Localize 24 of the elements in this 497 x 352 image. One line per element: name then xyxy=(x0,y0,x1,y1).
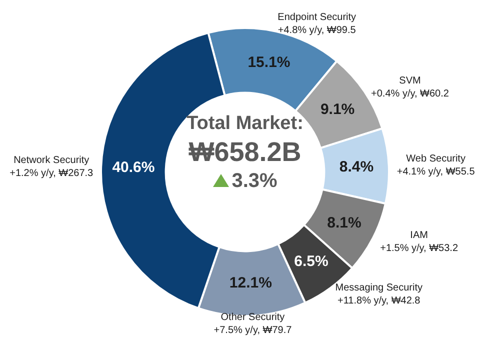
text: 3.3% xyxy=(232,170,278,192)
text: +1.2% y/y, ₩267.3 xyxy=(10,168,94,179)
text: +4.1% y/y, ₩55.5 xyxy=(396,166,475,178)
slice-label: Web Security xyxy=(406,154,466,165)
data-label: 8.1% xyxy=(327,214,362,232)
slice-label: SVM xyxy=(399,75,421,86)
slice-label: Other Security xyxy=(220,312,285,324)
text: ₩658.2B xyxy=(188,137,302,167)
data-label: 6.5% xyxy=(294,252,328,270)
text: Total Market: xyxy=(186,113,304,134)
slice-label: IAM xyxy=(410,230,428,241)
text: +4.8% y/y, ₩99.5 xyxy=(278,24,356,36)
text: +11.8% y/y, ₩42.8 xyxy=(338,296,420,307)
slice-label: Messaging Security xyxy=(335,282,423,294)
data-label: 15.1% xyxy=(248,54,290,72)
data-label: 8.4% xyxy=(339,158,374,176)
text: +1.5% y/y, ₩53.2 xyxy=(380,242,458,254)
data-label: 12.1% xyxy=(229,274,272,292)
slice-label: Endpoint Security xyxy=(278,12,356,23)
text: +0.4% y/y, ₩60.2 xyxy=(371,88,449,100)
data-label: 9.1% xyxy=(320,100,355,118)
slice-label: Network Security xyxy=(14,154,90,166)
text: +7.5% y/y, ₩79.7 xyxy=(214,325,292,336)
data-label: 40.6% xyxy=(112,159,155,176)
